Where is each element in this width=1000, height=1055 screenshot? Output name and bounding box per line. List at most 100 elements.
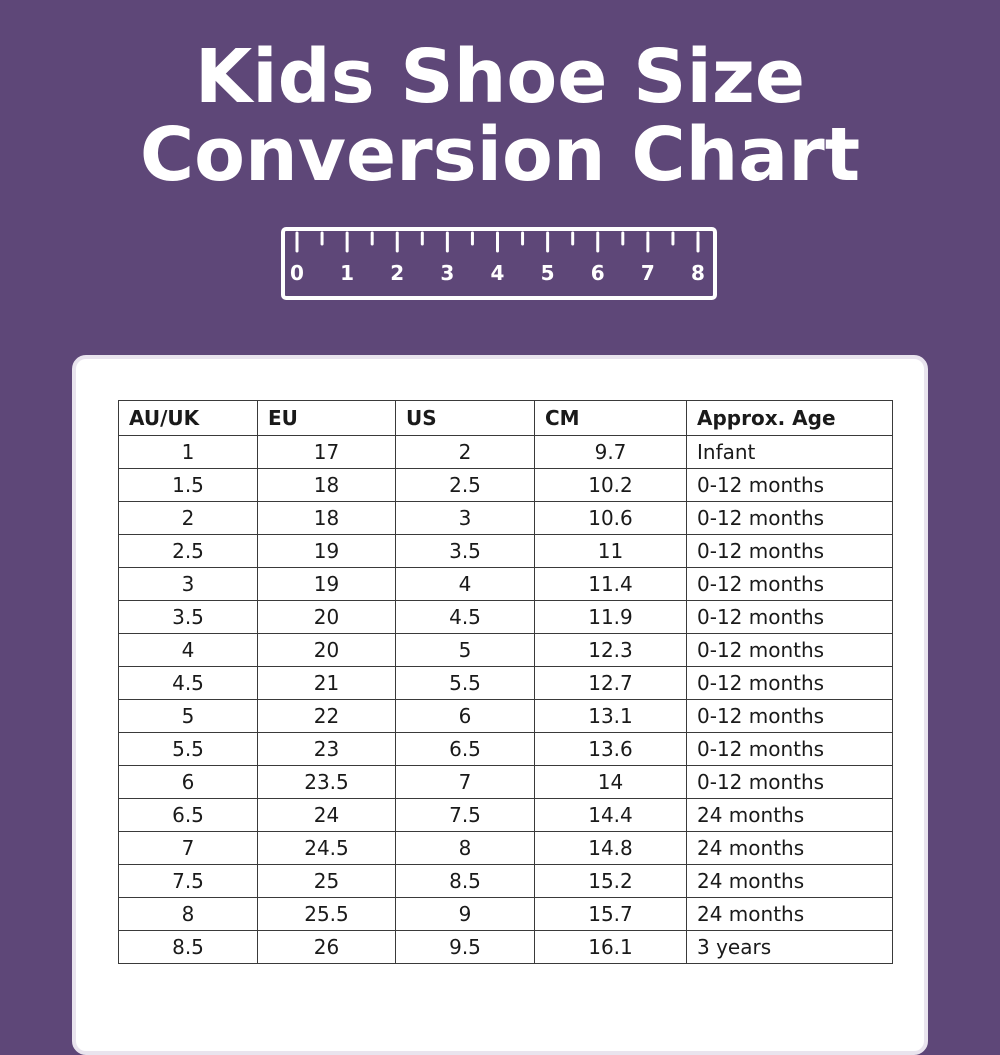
cell-approx-age: 0-12 months (686, 534, 893, 568)
header-cm: CM (534, 400, 687, 436)
cell-eu: 22 (257, 699, 396, 733)
cell-cm: 13.1 (534, 699, 687, 733)
cell-eu: 25 (257, 864, 396, 898)
cell-au-uk: 1 (118, 435, 258, 469)
cell-eu: 19 (257, 567, 396, 601)
cell-us: 2.5 (395, 468, 535, 502)
cell-au-uk: 6.5 (118, 798, 258, 832)
table-row: 4 20 5 12.3 0-12 months (118, 633, 893, 667)
cell-cm: 15.2 (534, 864, 687, 898)
table-row: 2.5 19 3.5 11 0-12 months (118, 534, 893, 568)
size-conversion-table: AU/UK EU US CM Approx. Age 1 17 2 9.7 Infant… (118, 400, 893, 964)
cell-us: 2 (395, 435, 535, 469)
table-row: 5.5 23 6.5 13.6 0-12 months (118, 732, 893, 766)
cell-au-uk: 2.5 (118, 534, 258, 568)
ruler-label: 6 (591, 261, 605, 285)
cell-approx-age: 0-12 months (686, 732, 893, 766)
cell-au-uk: 6 (118, 765, 258, 799)
cell-approx-age: 0-12 months (686, 600, 893, 634)
ruler-label: 2 (390, 261, 404, 285)
cell-us: 7 (395, 765, 535, 799)
cell-approx-age: 0-12 months (686, 699, 893, 733)
cell-eu: 21 (257, 666, 396, 700)
cell-us: 9.5 (395, 930, 535, 964)
cell-cm: 9.7 (534, 435, 687, 469)
cell-us: 4 (395, 567, 535, 601)
cell-approx-age: 0-12 months (686, 666, 893, 700)
cell-eu: 20 (257, 600, 396, 634)
cell-cm: 13.6 (534, 732, 687, 766)
cell-au-uk: 5 (118, 699, 258, 733)
table-row: 8 25.5 9 15.7 24 months (118, 897, 893, 931)
cell-approx-age: 0-12 months (686, 765, 893, 799)
table-row: 6 23.5 7 14 0-12 months (118, 765, 893, 799)
cell-us: 7.5 (395, 798, 535, 832)
cell-eu: 19 (257, 534, 396, 568)
table-row: 3 19 4 11.4 0-12 months (118, 567, 893, 601)
cell-eu: 17 (257, 435, 396, 469)
cell-cm: 11.4 (534, 567, 687, 601)
cell-approx-age: 0-12 months (686, 633, 893, 667)
cell-us: 5.5 (395, 666, 535, 700)
cell-eu: 25.5 (257, 897, 396, 931)
ruler-label: 3 (440, 261, 454, 285)
cell-eu: 18 (257, 501, 396, 535)
cell-us: 9 (395, 897, 535, 931)
cell-approx-age: 24 months (686, 897, 893, 931)
table-row: 1.5 18 2.5 10.2 0-12 months (118, 468, 893, 502)
cell-approx-age: 0-12 months (686, 567, 893, 601)
cell-us: 6.5 (395, 732, 535, 766)
cell-au-uk: 3 (118, 567, 258, 601)
ruler-label: 7 (641, 261, 655, 285)
cell-au-uk: 8.5 (118, 930, 258, 964)
cell-eu: 18 (257, 468, 396, 502)
cell-cm: 12.7 (534, 666, 687, 700)
cell-eu: 24.5 (257, 831, 396, 865)
table-header-row: AU/UK EU US CM Approx. Age (118, 400, 893, 436)
cell-eu: 24 (257, 798, 396, 832)
cell-eu: 23 (257, 732, 396, 766)
cell-us: 6 (395, 699, 535, 733)
cell-cm: 10.6 (534, 501, 687, 535)
cell-au-uk: 4 (118, 633, 258, 667)
cell-us: 8 (395, 831, 535, 865)
cell-approx-age: 0-12 months (686, 501, 893, 535)
table-row: 6.5 24 7.5 14.4 24 months (118, 798, 893, 832)
cell-us: 8.5 (395, 864, 535, 898)
header-us: US (395, 400, 535, 436)
cell-us: 5 (395, 633, 535, 667)
cell-au-uk: 7.5 (118, 864, 258, 898)
cell-au-uk: 3.5 (118, 600, 258, 634)
cell-approx-age: Infant (686, 435, 893, 469)
cell-au-uk: 4.5 (118, 666, 258, 700)
cell-us: 3 (395, 501, 535, 535)
cell-cm: 12.3 (534, 633, 687, 667)
table-row: 4.5 21 5.5 12.7 0-12 months (118, 666, 893, 700)
table-row: 3.5 20 4.5 11.9 0-12 months (118, 600, 893, 634)
table-row: 7 24.5 8 14.8 24 months (118, 831, 893, 865)
table-row: 5 22 6 13.1 0-12 months (118, 699, 893, 733)
table-row: 2 18 3 10.6 0-12 months (118, 501, 893, 535)
ruler-label: 8 (691, 261, 705, 285)
cell-au-uk: 1.5 (118, 468, 258, 502)
cell-cm: 11.9 (534, 600, 687, 634)
header-approx-age: Approx. Age (686, 400, 893, 436)
cell-approx-age: 0-12 months (686, 468, 893, 502)
cell-au-uk: 5.5 (118, 732, 258, 766)
cell-us: 4.5 (395, 600, 535, 634)
cell-approx-age: 3 years (686, 930, 893, 964)
cell-cm: 15.7 (534, 897, 687, 931)
cell-au-uk: 7 (118, 831, 258, 865)
table-row: 8.5 26 9.5 16.1 3 years (118, 930, 893, 964)
cell-approx-age: 24 months (686, 831, 893, 865)
cell-eu: 20 (257, 633, 396, 667)
ruler-label: 0 (290, 261, 304, 285)
header-eu: EU (257, 400, 396, 436)
table-row: 1 17 2 9.7 Infant (118, 435, 893, 469)
cell-approx-age: 24 months (686, 864, 893, 898)
page-title-line-2: Conversion Chart (139, 112, 861, 198)
ruler-label: 4 (491, 261, 505, 285)
ruler-label: 5 (541, 261, 555, 285)
cell-cm: 14.8 (534, 831, 687, 865)
cell-au-uk: 8 (118, 897, 258, 931)
